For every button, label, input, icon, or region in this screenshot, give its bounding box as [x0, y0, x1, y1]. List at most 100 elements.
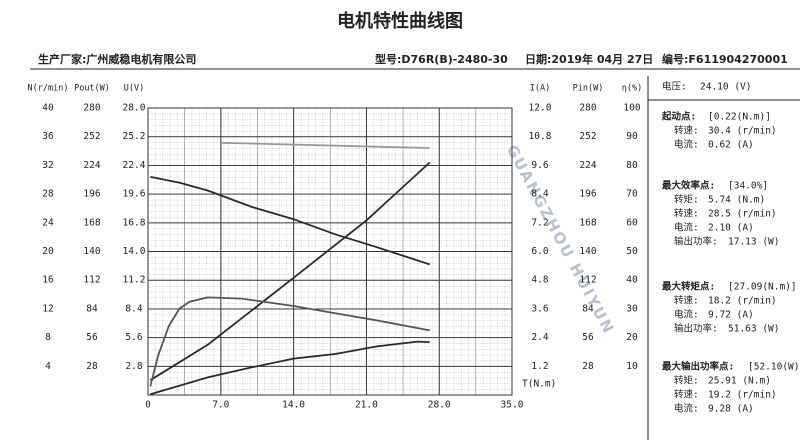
y-tick-label: 20	[626, 332, 638, 343]
row-value: 28.5 (r/min)	[708, 209, 777, 220]
row-label: 转速:	[674, 125, 699, 137]
voltage: 24.10 (V)	[700, 82, 751, 93]
row-label: 转速:	[674, 208, 699, 220]
x-tick-label: 21.0	[355, 400, 378, 411]
section-value: [27.09(N.m)]	[728, 282, 797, 293]
y-tick-label: 4.8	[531, 275, 548, 286]
y-tick-label: 22.4	[123, 160, 146, 171]
y-tick-label: 36	[42, 131, 54, 142]
y-tick-label: 2.8	[125, 361, 142, 372]
y-tick-label: 8.4	[125, 303, 142, 314]
y-tick-label: 28	[86, 361, 98, 372]
y-tick-label: 252	[579, 131, 596, 142]
y-tick-label: 25.2	[123, 131, 146, 142]
date: 日期:2019年 04月 27日	[525, 52, 653, 66]
y-tick-label: 112	[83, 275, 100, 286]
y-tick-label: 6.0	[531, 246, 548, 257]
y-tick-label: 196	[83, 189, 100, 200]
y-tick-label: 40	[42, 103, 54, 114]
y-tick-label: 40	[626, 275, 638, 286]
row-label: 电流:	[674, 403, 699, 415]
y-tick-label: 224	[83, 160, 100, 171]
section-value: [34.0%]	[728, 181, 768, 192]
y-tick-label: 28	[42, 189, 54, 200]
y-tick-label: 16.8	[123, 217, 146, 228]
y-tick-label: 9.6	[531, 160, 548, 171]
section-title: 最大转矩点:	[662, 281, 715, 293]
y-tick-label: 56	[86, 332, 98, 343]
row-label: 输出功率:	[674, 323, 718, 335]
y-axis-label: Pout(W)	[74, 84, 110, 94]
row-value: 30.4 (r/min)	[708, 126, 777, 137]
y-tick-label: 168	[83, 217, 100, 228]
curve	[220, 141, 430, 149]
curve	[149, 161, 431, 381]
y-tick-label: 168	[579, 217, 596, 228]
row-label: 转速:	[674, 389, 699, 401]
y-tick-label: 28	[582, 361, 594, 372]
row-value: 2.10 (A)	[708, 223, 754, 234]
y-tick-label: 90	[626, 131, 638, 142]
y-tick-label: 3.6	[531, 303, 548, 314]
row-value: 18.2 (r/min)	[708, 296, 777, 307]
y-tick-label: 84	[582, 303, 594, 314]
y-tick-label: 14.0	[123, 246, 146, 257]
maker: 生产厂家:广州威稳电机有限公司	[38, 52, 196, 66]
y-tick-label: 5.6	[125, 332, 142, 343]
curve	[149, 296, 430, 387]
row-label: 转速:	[674, 295, 699, 307]
y-tick-label: 32	[42, 160, 53, 171]
row-label: 电流:	[674, 309, 699, 321]
y-tick-label: 12.0	[529, 103, 552, 114]
x-tick-label: 0	[145, 400, 151, 411]
row-value: 0.62 (A)	[708, 140, 754, 151]
y-tick-label: 50	[626, 246, 638, 257]
row-value: 9.28 (A)	[708, 404, 754, 415]
y-axis-label: η(%)	[622, 84, 642, 94]
y-tick-label: 112	[579, 275, 596, 286]
y-tick-label: 280	[579, 103, 596, 114]
row-value: 25.91 (N.m)	[708, 376, 771, 387]
y-axis-label: Pin(W)	[573, 84, 604, 94]
row-label: 电流:	[674, 139, 699, 151]
y-tick-label: 30	[626, 303, 638, 314]
y-axis-label: I(A)	[530, 84, 550, 94]
row-label: 输出功率:	[674, 236, 718, 248]
curve	[150, 340, 430, 396]
y-tick-label: 224	[579, 160, 596, 171]
y-tick-label: 8.4	[531, 189, 548, 200]
x-tick-label: 35.0	[501, 400, 524, 411]
row-label: 电流:	[674, 222, 699, 234]
y-tick-label: 28.0	[123, 103, 146, 114]
section-value: [0.22(N.m)]	[708, 112, 771, 123]
section-value: [52.10(W)]	[748, 362, 800, 373]
row-label: 转矩:	[674, 194, 699, 206]
y-tick-label: 12	[42, 303, 53, 314]
y-axis-label: N(r/min)	[28, 84, 69, 94]
y-tick-label: 70	[626, 189, 638, 200]
y-tick-label: 84	[86, 303, 98, 314]
row-value: 19.2 (r/min)	[708, 390, 777, 401]
model: 型号:D76R(B)-2480-30	[375, 52, 508, 66]
x-axis-label: T(N.m)	[522, 379, 556, 390]
watermark: GUANGZHOU HUIYUN	[503, 142, 618, 338]
y-tick-label: 10.8	[529, 131, 552, 142]
x-tick-label: 14.0	[282, 400, 305, 411]
y-tick-label: 7.2	[531, 217, 548, 228]
y-tick-label: 20	[42, 246, 54, 257]
y-tick-label: 140	[579, 246, 596, 257]
row-label: 转矩:	[674, 375, 699, 387]
y-tick-label: 19.6	[123, 189, 146, 200]
curve	[150, 176, 430, 266]
section-title: 最大输出功率点:	[662, 361, 734, 373]
y-tick-label: 280	[83, 103, 100, 114]
y-tick-label: 10	[626, 361, 638, 372]
row-value: 51.63 (W)	[728, 324, 779, 335]
y-tick-label: 2.4	[531, 332, 548, 343]
y-tick-label: 4	[45, 361, 51, 372]
x-tick-label: 28.0	[428, 400, 451, 411]
section-title: 起动点:	[661, 111, 696, 123]
row-value: 5.74 (N.m)	[708, 195, 765, 206]
y-tick-label: 1.2	[531, 361, 548, 372]
